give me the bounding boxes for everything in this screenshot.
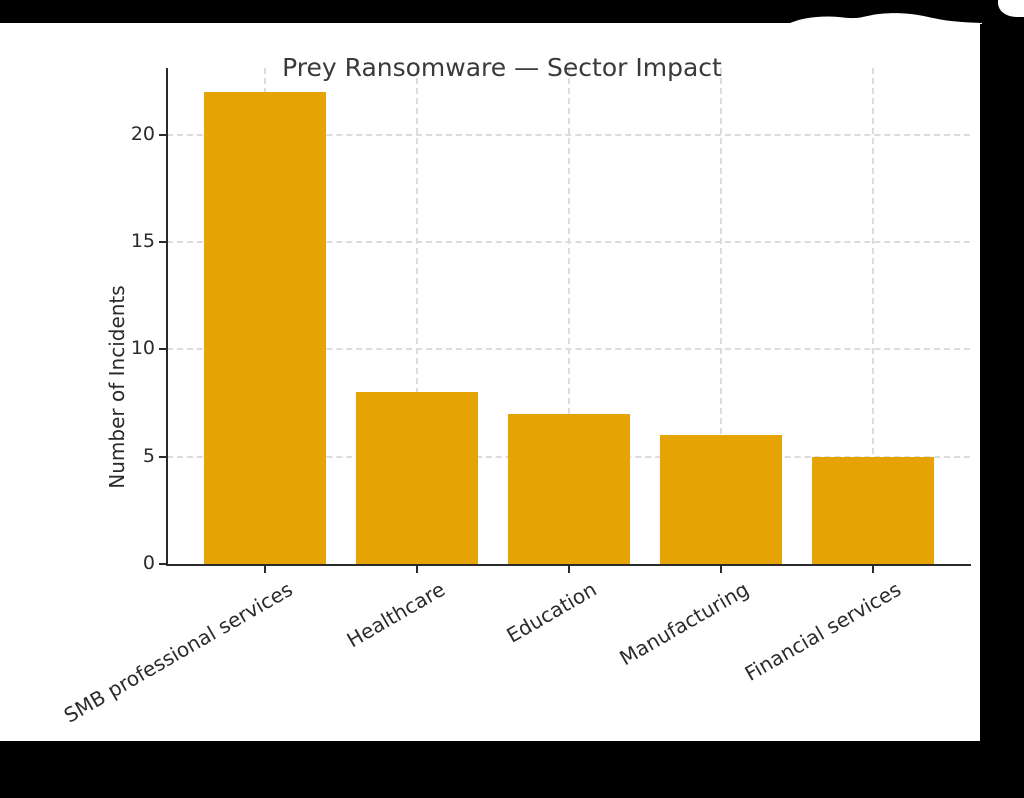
bar-manufacturing <box>660 435 782 564</box>
vertical-gridline <box>416 68 418 564</box>
y-axis-label: Number of Incidents <box>105 285 129 489</box>
bar-education <box>508 413 630 564</box>
y-tick-mark <box>159 563 167 565</box>
bar-healthcare <box>356 392 478 564</box>
y-tick-mark <box>159 348 167 351</box>
y-tick-label: 0 <box>142 552 155 574</box>
x-tick-label-education: Education <box>502 577 601 648</box>
y-tick-label: 20 <box>130 122 155 145</box>
corner-cutout-decoration <box>998 0 1024 17</box>
x-tick-mark <box>872 566 874 573</box>
x-axis-spine <box>166 564 971 566</box>
vertical-gridline <box>872 68 874 564</box>
x-tick-label-smb-professional-services: SMB professional services <box>60 577 297 728</box>
y-tick-label: 10 <box>130 337 155 360</box>
x-tick-label-financial-services: Financial services <box>740 577 905 686</box>
y-tick-mark <box>159 455 167 458</box>
x-tick-label-healthcare: Healthcare <box>342 577 449 653</box>
y-tick-mark <box>159 133 167 136</box>
torn-edge-decoration <box>748 13 982 24</box>
y-axis-spine <box>166 68 168 566</box>
vertical-gridline <box>720 68 722 564</box>
bar-smb-professional-services <box>204 91 326 564</box>
y-tick-label: 15 <box>130 229 155 252</box>
x-tick-mark <box>416 566 418 573</box>
y-tick-mark <box>159 240 167 243</box>
chart-title: Prey Ransomware — Sector Impact <box>282 53 722 82</box>
x-tick-label-manufacturing: Manufacturing <box>615 577 753 671</box>
y-tick-label: 5 <box>142 444 155 467</box>
x-tick-mark <box>264 566 266 573</box>
vertical-gridline <box>568 68 570 564</box>
x-tick-mark <box>568 566 570 573</box>
bar-financial-services <box>812 456 934 564</box>
x-tick-mark <box>720 566 722 573</box>
chart-figure: Prey Ransomware — Sector Impact Number o… <box>0 23 980 741</box>
